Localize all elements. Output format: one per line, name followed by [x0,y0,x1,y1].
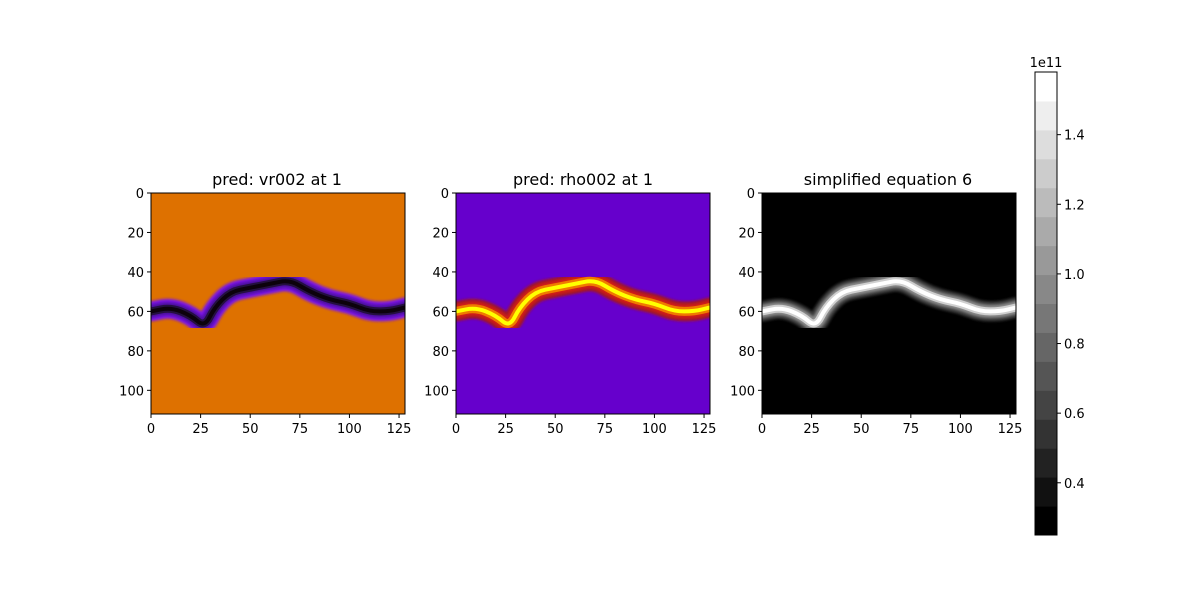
x-tick-label: 25 [497,422,514,437]
plot-frame [150,192,406,415]
y-tick-label: 100 [119,384,144,399]
colorbar-tick-label: 1.2 [1064,198,1085,213]
x-tick-label: 100 [337,422,362,437]
panel-vr002: pred: vr002 at 1 0 25 50 75 100 125 0 20 40 60 80 1… [119,170,411,437]
colorbar-level [1035,448,1057,478]
filament-layer [762,279,1016,326]
colorbar-level [1035,419,1057,449]
axes-rho002: 0 25 50 75 100 125 0 20 40 60 80 100 [424,187,716,437]
colorbar-level [1035,390,1057,420]
colorbar-ticks: 0.4 0.6 0.8 1.0 1.2 1.4 [1057,129,1085,492]
y-tick-label: 40 [738,266,755,281]
plot-frame [761,192,1017,415]
colorbar-level [1035,158,1057,189]
y-tick-label: 20 [127,226,144,241]
y-tick-label: 100 [424,384,449,399]
y-tick-label: 60 [127,305,144,320]
colorbar-level [1035,216,1057,247]
axes-equation-6: 0 25 50 75 100 125 0 20 40 60 80 100 [730,187,1022,437]
axes-vr002: 0 25 50 75 100 125 0 20 40 60 80 100 [119,187,411,437]
y-tick-label: 20 [738,226,755,241]
colorbar-level [1035,245,1057,276]
colorbar-level [1035,187,1057,218]
y-tick-label: 20 [432,226,449,241]
y-tick-label: 0 [747,187,755,202]
y-tick-label: 0 [136,187,144,202]
heatmap-equation-6 [762,193,1016,414]
colorbar-tick-label: 1.4 [1064,129,1085,144]
y-tick-label: 80 [127,345,144,360]
colorbar-tick-label: 0.6 [1064,407,1085,422]
panel-title-vr002: pred: vr002 at 1 [212,170,342,189]
x-tick-label: 0 [452,422,460,437]
x-tick-label: 75 [903,422,920,437]
colorbar-level [1035,274,1057,304]
y-tick-label: 60 [738,305,755,320]
x-tick-label: 50 [853,422,870,437]
colorbar-level [1035,129,1057,160]
panel-rho002: pred: rho002 at 1 0 25 50 75 100 125 0 20 40 60 80… [424,170,716,437]
x-tick-label: 125 [692,422,717,437]
colorbar-frame [1034,71,1058,536]
y-tick-label: 0 [441,187,449,202]
panel-title-equation-6: simplified equation 6 [804,170,972,189]
colorbar-level [1035,332,1057,362]
x-tick-label: 125 [387,422,412,437]
y-tick-label: 80 [738,345,755,360]
filament-layer [151,279,405,326]
heatmap-image [762,193,1016,414]
y-tick-label: 80 [432,345,449,360]
heatmap-image [151,193,405,414]
x-tick-label: 50 [547,422,564,437]
panel-equation-6: simplified equation 6 0 25 50 75 100 125 0 20 40… [730,170,1022,437]
y-tick-label: 40 [432,266,449,281]
x-tick-label: 0 [758,422,766,437]
x-tick-label: 100 [642,422,667,437]
colorbar-level [1035,303,1057,333]
x-tick-label: 25 [192,422,209,437]
x-tick-label: 100 [948,422,973,437]
y-tick-label: 100 [730,384,755,399]
heatmap-image [456,193,710,414]
filament-layer [456,279,710,326]
x-tick-label: 75 [292,422,309,437]
colorbar-level [1035,506,1057,536]
colorbar-level [1035,100,1057,131]
x-tick-label: 25 [803,422,820,437]
panel-title-rho002: pred: rho002 at 1 [513,170,653,189]
x-tick-label: 125 [998,422,1023,437]
x-tick-label: 50 [242,422,259,437]
heatmap-rho002 [456,193,710,414]
colorbar-tick-label: 1.0 [1064,268,1085,283]
colorbar-level [1035,477,1057,507]
y-tick-label: 60 [432,305,449,320]
colorbar-levels [1035,72,1057,536]
colorbar-tick-label: 0.8 [1064,338,1085,353]
colorbar-tick-label: 0.4 [1064,477,1085,492]
colorbar-level [1035,72,1057,102]
x-tick-label: 75 [597,422,614,437]
y-tick-label: 40 [127,266,144,281]
colorbar-exponent-label: 1e11 [1030,56,1063,71]
x-tick-label: 0 [147,422,155,437]
plot-frame [455,192,711,415]
colorbar: 1e11 0.4 0.6 0.8 1.0 1.2 1.4 [1030,56,1085,536]
colorbar-level [1035,361,1057,391]
heatmap-vr002 [151,193,405,414]
